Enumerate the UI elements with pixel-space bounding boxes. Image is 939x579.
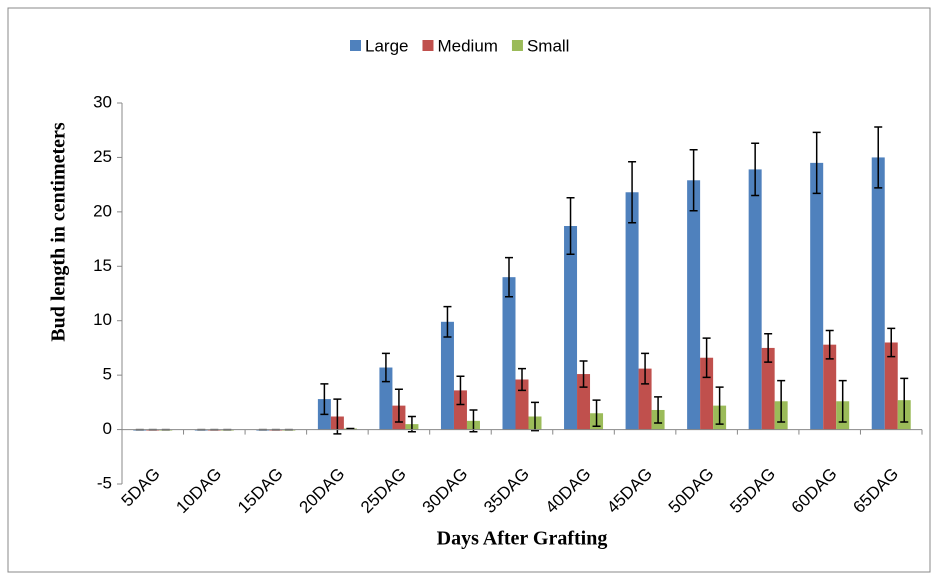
y-tick-label: -5 <box>97 473 112 492</box>
bar <box>810 162 824 430</box>
bar <box>700 357 714 430</box>
error-bar <box>505 256 513 298</box>
y-tick-label: 5 <box>103 365 112 384</box>
error-bar <box>592 399 601 428</box>
legend-label: Large <box>365 36 408 55</box>
error-bar <box>751 142 760 197</box>
error-bar <box>654 396 663 424</box>
bar <box>823 344 837 430</box>
y-tick-label: 20 <box>93 201 112 220</box>
error-bar <box>764 333 773 363</box>
y-tick-label: 10 <box>93 310 112 329</box>
x-axis-title: Days After Grafting <box>437 528 608 550</box>
bar <box>564 226 578 430</box>
y-tick-label: 30 <box>93 92 112 111</box>
error-bar <box>320 383 329 416</box>
error-bar <box>874 126 883 189</box>
bar <box>515 379 529 430</box>
error-bar <box>641 352 650 385</box>
y-axis-title: Bud length in centimeters <box>48 122 70 342</box>
error-bar <box>900 377 909 423</box>
bar <box>502 277 516 430</box>
error-bar <box>381 352 390 383</box>
legend-swatch <box>422 40 434 51</box>
error-bar <box>333 398 342 435</box>
y-tick-label: 15 <box>93 256 112 275</box>
y-tick-label: 0 <box>103 419 112 438</box>
error-bar <box>777 379 786 423</box>
error-bar <box>443 305 452 338</box>
legend-label: Medium <box>437 36 497 55</box>
error-bar <box>812 131 821 195</box>
error-bar <box>456 375 465 406</box>
error-bar <box>715 386 724 425</box>
error-bar <box>469 409 478 433</box>
bar <box>577 374 591 430</box>
error-bar <box>887 327 896 358</box>
bar <box>748 169 762 430</box>
error-bar <box>566 196 575 256</box>
error-bar <box>689 149 698 212</box>
legend-swatch <box>350 40 361 51</box>
bar <box>761 347 775 430</box>
legend-label: Small <box>527 36 570 55</box>
bar <box>687 180 701 430</box>
error-bar <box>825 329 834 360</box>
legend-swatch <box>511 40 523 51</box>
error-bar <box>394 388 403 423</box>
error-bar <box>579 360 588 388</box>
bar <box>884 342 898 430</box>
bar <box>871 157 885 430</box>
error-bar <box>702 337 711 379</box>
error-bar <box>531 401 539 432</box>
bar <box>379 367 393 430</box>
error-bar <box>838 379 847 423</box>
y-tick-label: 25 <box>93 147 112 166</box>
bar <box>440 321 454 430</box>
bar <box>453 390 467 430</box>
bar <box>625 192 639 430</box>
error-bar <box>518 367 526 392</box>
error-bar <box>628 161 637 224</box>
chart-frame <box>7 7 931 573</box>
